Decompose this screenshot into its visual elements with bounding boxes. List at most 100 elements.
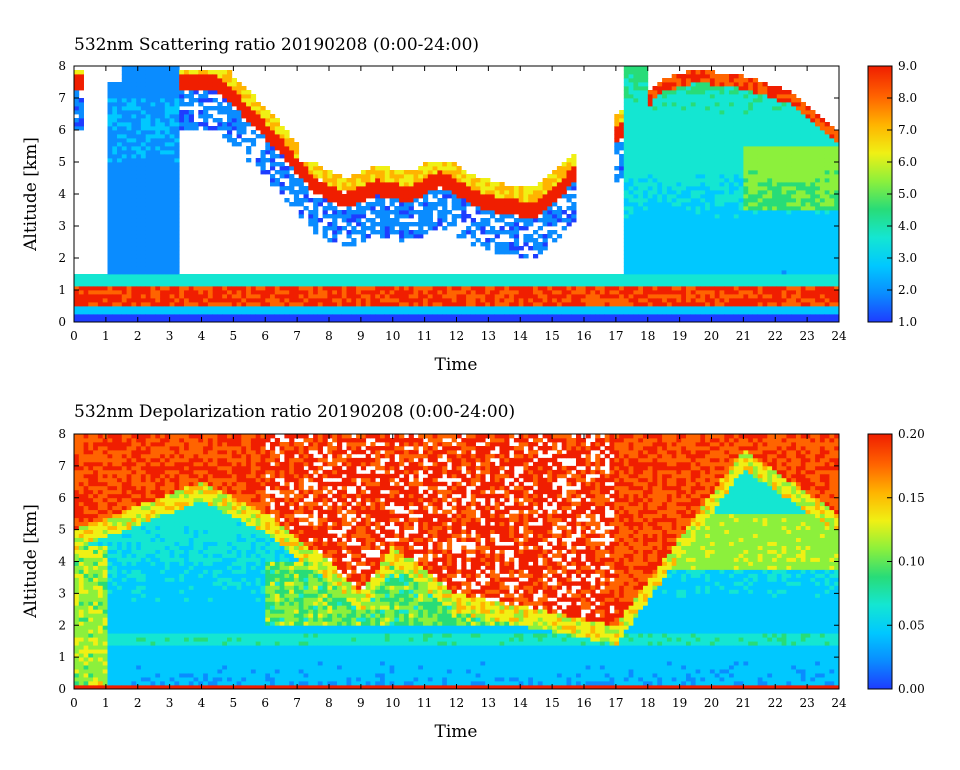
heatmap-cell bbox=[131, 234, 137, 239]
heatmap-cell bbox=[662, 162, 668, 167]
heatmap-cell bbox=[164, 258, 170, 263]
heatmap-cell bbox=[284, 302, 290, 307]
heatmap-cell bbox=[647, 306, 653, 311]
heatmap-cell bbox=[136, 174, 142, 179]
heatmap-cell bbox=[179, 310, 185, 315]
heatmap-cell bbox=[561, 210, 567, 215]
heatmap-cell bbox=[293, 158, 300, 163]
heatmap-cell bbox=[633, 278, 639, 283]
heatmap-cell bbox=[303, 310, 309, 315]
heatmap-cell bbox=[150, 258, 156, 263]
heatmap-cell bbox=[571, 166, 577, 171]
heatmap-cell bbox=[126, 254, 132, 259]
heatmap-cell bbox=[724, 202, 730, 207]
heatmap-cell bbox=[389, 222, 395, 227]
heatmap-cell bbox=[260, 294, 266, 299]
heatmap-cell bbox=[518, 186, 524, 191]
heatmap-cell bbox=[107, 106, 113, 111]
heatmap-cell bbox=[533, 206, 539, 211]
heatmap-cell bbox=[523, 202, 529, 207]
heatmap-cell bbox=[442, 182, 448, 187]
heatmap-cell bbox=[700, 258, 706, 263]
heatmap-cell bbox=[714, 242, 720, 247]
heatmap-cell bbox=[647, 158, 653, 163]
heatmap-cell bbox=[681, 258, 687, 263]
heatmap-cell bbox=[174, 194, 180, 199]
heatmap-cell bbox=[107, 182, 113, 187]
heatmap-cell bbox=[733, 246, 739, 251]
heatmap-cell bbox=[709, 270, 716, 275]
heatmap-cell bbox=[738, 74, 744, 79]
heatmap-cell bbox=[193, 290, 199, 295]
heatmap-cell bbox=[700, 206, 706, 211]
heatmap-cell bbox=[217, 122, 223, 127]
heatmap-cell bbox=[270, 150, 276, 155]
heatmap-cell bbox=[518, 254, 524, 259]
heatmap-cell bbox=[724, 278, 730, 283]
heatmap-cell bbox=[647, 314, 653, 319]
heatmap-cell bbox=[423, 202, 429, 207]
heatmap-cell bbox=[423, 186, 429, 191]
heatmap-cell bbox=[222, 306, 228, 311]
heatmap-cell bbox=[107, 242, 113, 247]
heatmap-cell bbox=[136, 130, 142, 135]
heatmap-cell bbox=[394, 198, 400, 203]
heatmap-cell bbox=[681, 170, 687, 175]
heatmap-cell bbox=[523, 186, 529, 191]
heatmap-cell bbox=[638, 218, 644, 223]
heatmap-cell bbox=[504, 290, 510, 295]
heatmap-cell bbox=[356, 302, 362, 307]
heatmap-cell bbox=[236, 86, 242, 91]
heatmap-cell bbox=[590, 306, 596, 311]
heatmap-cell bbox=[279, 302, 285, 307]
heatmap-cell bbox=[666, 254, 673, 259]
heatmap-cell bbox=[528, 274, 534, 279]
heatmap-cell bbox=[408, 190, 414, 195]
heatmap-cell bbox=[179, 82, 185, 87]
heatmap-cell bbox=[695, 270, 701, 275]
heatmap-cell bbox=[222, 78, 228, 83]
heatmap-cell bbox=[705, 278, 711, 283]
heatmap-cell bbox=[78, 298, 84, 303]
heatmap-cell bbox=[126, 318, 132, 322]
heatmap-cell bbox=[107, 270, 113, 275]
heatmap-cell bbox=[265, 142, 271, 147]
heatmap-cell bbox=[217, 78, 223, 83]
heatmap-cell bbox=[566, 222, 572, 227]
heatmap-cell bbox=[580, 282, 586, 287]
heatmap-cell bbox=[322, 234, 328, 239]
heatmap-cell bbox=[470, 282, 476, 287]
heatmap-cell bbox=[274, 170, 280, 175]
heatmap-cell bbox=[423, 206, 429, 211]
heatmap-cell bbox=[542, 178, 548, 183]
heatmap-cell bbox=[313, 226, 319, 231]
heatmap-cell bbox=[270, 182, 276, 187]
heatmap-cell bbox=[743, 206, 749, 211]
heatmap-cell bbox=[743, 118, 749, 123]
heatmap-cell bbox=[317, 182, 323, 187]
heatmap-cell bbox=[451, 310, 457, 315]
heatmap-cell bbox=[222, 110, 228, 115]
heatmap-cell bbox=[490, 186, 496, 191]
heatmap-cell bbox=[537, 206, 543, 211]
heatmap-cell bbox=[174, 118, 180, 123]
heatmap-cell bbox=[174, 110, 180, 115]
heatmap-cell bbox=[408, 174, 414, 179]
heatmap-cell bbox=[427, 190, 433, 195]
heatmap-cell bbox=[733, 206, 739, 211]
heatmap-cell bbox=[179, 102, 185, 107]
heatmap-cell bbox=[456, 194, 462, 199]
heatmap-cell bbox=[494, 246, 500, 251]
heatmap-cell bbox=[140, 258, 147, 263]
heatmap-cell bbox=[317, 310, 323, 315]
heatmap-cell bbox=[446, 178, 453, 183]
heatmap-cell bbox=[729, 130, 735, 135]
heatmap-cell bbox=[733, 298, 739, 303]
heatmap-cell bbox=[380, 302, 386, 307]
heatmap-cell bbox=[719, 210, 725, 215]
heatmap-cell bbox=[451, 170, 457, 175]
heatmap-cell bbox=[461, 274, 467, 279]
heatmap-cell bbox=[461, 286, 467, 291]
heatmap-cell bbox=[494, 282, 500, 287]
heatmap-cell bbox=[145, 318, 151, 322]
